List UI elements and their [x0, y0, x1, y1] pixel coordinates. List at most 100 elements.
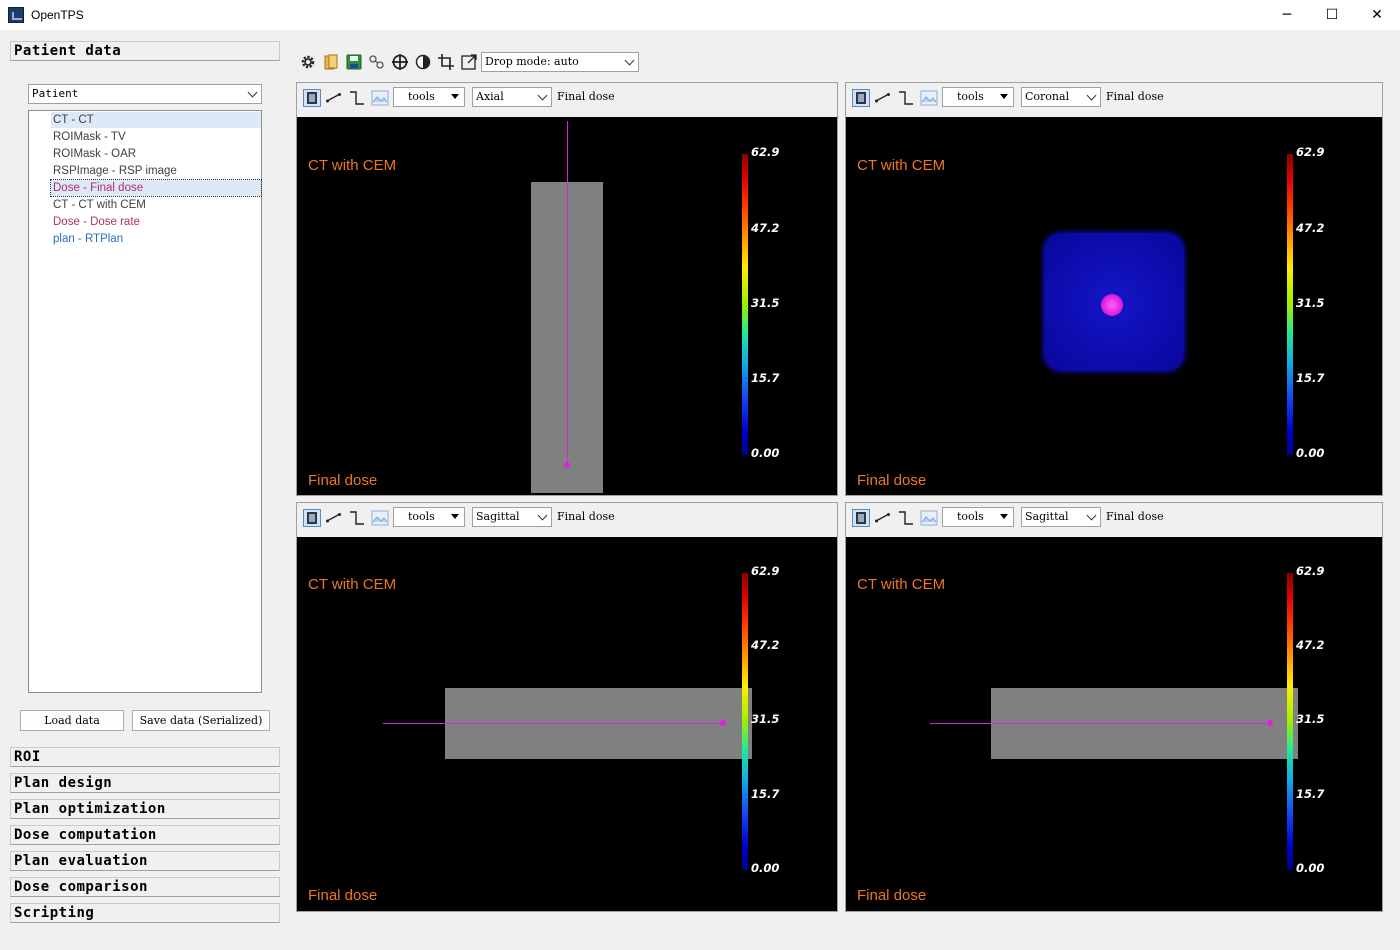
section-scripting[interactable]: Scripting [10, 903, 280, 923]
viewer-top-right[interactable]: tools Coronal Final dose CT with CEM Fin… [845, 82, 1383, 496]
dose-colorbar [1287, 573, 1293, 870]
list-item-ct[interactable]: CT - CT [51, 112, 261, 128]
top-overlay-label: CT with CEM [308, 576, 397, 593]
save-icon[interactable] [345, 53, 363, 71]
save-data-button[interactable]: Save data (Serialized) [132, 710, 270, 731]
bottom-overlay-label: Final dose [308, 472, 378, 489]
view-orientation-value: Sagittal [1025, 510, 1069, 523]
view-orientation-select[interactable]: Sagittal [1021, 507, 1101, 527]
viewer-canvas[interactable]: CT with CEM Final dose 62.9 47.2 31.5 15… [846, 537, 1382, 911]
view-orientation-select[interactable]: Sagittal [472, 507, 552, 527]
drop-mode-select[interactable]: Drop mode: auto [481, 52, 639, 72]
open-folder-icon[interactable] [322, 53, 340, 71]
dropdown-arrow-icon [451, 514, 459, 519]
colorbar-tick-label: 47.2 [751, 638, 780, 652]
dropdown-arrow-icon [1000, 514, 1008, 519]
line-tool-icon[interactable] [325, 509, 343, 527]
tools-dropdown[interactable]: tools [393, 87, 465, 107]
image-view-icon[interactable] [303, 509, 321, 527]
view-orientation-select[interactable]: Coronal [1021, 87, 1101, 107]
section-patient-data[interactable]: Patient data [10, 41, 280, 61]
viewer-canvas[interactable]: CT with CEM Final dose 62.9 47.2 31.5 15… [297, 117, 837, 495]
beam-line [930, 723, 1269, 724]
image-view-icon[interactable] [303, 89, 321, 107]
line-tool-icon[interactable] [325, 89, 343, 107]
minimize-button[interactable]: ─ [1282, 7, 1292, 23]
section-plan-evaluation[interactable]: Plan evaluation [10, 851, 280, 871]
link-icon[interactable] [368, 53, 386, 71]
viewer-canvas[interactable]: CT with CEM Final dose 62.9 47.2 31.5 15… [846, 117, 1382, 495]
profile-tool-icon[interactable] [348, 89, 366, 107]
viewer-bottom-left[interactable]: tools Sagittal Final dose CT with CEM Fi… [296, 502, 838, 912]
settings-icon[interactable] [299, 53, 317, 71]
window-icon[interactable] [460, 53, 478, 71]
viewer-toolbar: tools Sagittal Final dose [846, 503, 1382, 537]
image-icon[interactable] [920, 509, 938, 527]
profile-tool-icon[interactable] [348, 509, 366, 527]
title-bar: OpenTPS ─ ☐ ✕ [0, 0, 1400, 30]
colorbar-tick-label: 62.9 [1296, 145, 1325, 159]
colorbar-tick-label: 31.5 [1296, 296, 1325, 310]
profile-tool-icon[interactable] [897, 509, 915, 527]
list-item-ct-with-cem[interactable]: CT - CT with CEM [53, 199, 146, 211]
close-button[interactable]: ✕ [1371, 7, 1383, 23]
image-icon[interactable] [920, 89, 938, 107]
colorbar-tick-label: 15.7 [751, 787, 780, 801]
section-plan-optimization[interactable]: Plan optimization [10, 799, 280, 819]
tools-dropdown-value: tools [408, 510, 435, 523]
line-tool-icon[interactable] [874, 89, 892, 107]
colorbar-tick-label: 62.9 [751, 145, 780, 159]
viewer-top-left[interactable]: tools Axial Final dose CT with CEM Final… [296, 82, 838, 496]
crop-icon[interactable] [437, 53, 455, 71]
colorbar-tick-label: 47.2 [1296, 221, 1325, 235]
dose-colorbar [742, 573, 748, 870]
tools-dropdown[interactable]: tools [393, 507, 465, 527]
tools-dropdown[interactable]: tools [942, 507, 1014, 527]
chevron-down-icon [537, 90, 548, 101]
image-icon[interactable] [371, 89, 389, 107]
patient-data-list[interactable]: CT - CT ROIMask - TV ROIMask - OAR RSPIm… [28, 110, 262, 693]
profile-tool-icon[interactable] [897, 89, 915, 107]
beam-spot [1267, 720, 1273, 726]
section-dose-comparison[interactable]: Dose comparison [10, 877, 280, 897]
bottom-overlay-label: Final dose [308, 887, 378, 904]
bottom-overlay-label: Final dose [857, 472, 927, 489]
viewer-toolbar: tools Sagittal Final dose [297, 503, 837, 537]
colorbar-tick-label: 31.5 [751, 712, 780, 726]
beam-line [383, 723, 723, 724]
view-orientation-select[interactable]: Axial [472, 87, 552, 107]
list-item-rsp-image[interactable]: RSPImage - RSP image [53, 165, 177, 177]
chevron-down-icon [537, 510, 548, 521]
tools-dropdown[interactable]: tools [942, 87, 1014, 107]
list-item-roimask-tv[interactable]: ROIMask - TV [53, 131, 126, 143]
section-plan-design[interactable]: Plan design [10, 773, 280, 793]
section-roi[interactable]: ROI [10, 747, 280, 767]
viewer-image-label: Final dose [557, 90, 615, 103]
chevron-down-icon [1086, 90, 1097, 101]
maximize-button[interactable]: ☐ [1325, 7, 1339, 23]
list-item-roimask-oar[interactable]: ROIMask - OAR [53, 148, 137, 160]
load-data-button[interactable]: Load data [20, 710, 124, 731]
viewer-bottom-right[interactable]: tools Sagittal Final dose CT with CEM Fi… [845, 502, 1383, 912]
list-item-final-dose[interactable]: Dose - Final dose [50, 179, 262, 197]
dose-colorbar [1287, 154, 1293, 455]
image-view-icon[interactable] [852, 89, 870, 107]
crosshair-icon[interactable] [391, 53, 409, 71]
section-dose-computation[interactable]: Dose computation [10, 825, 280, 845]
beam-spot [720, 720, 726, 726]
tools-dropdown-value: tools [957, 510, 984, 523]
line-tool-icon[interactable] [874, 509, 892, 527]
contrast-icon[interactable] [414, 53, 432, 71]
image-view-icon[interactable] [852, 509, 870, 527]
view-orientation-value: Axial [476, 90, 504, 103]
tools-dropdown-value: tools [408, 90, 435, 103]
viewer-canvas[interactable]: CT with CEM Final dose 62.9 47.2 31.5 15… [297, 537, 837, 911]
list-item-rtplan[interactable]: plan - RTPlan [53, 233, 124, 245]
list-item-dose-rate[interactable]: Dose - Dose rate [53, 216, 140, 228]
dropdown-arrow-icon [1000, 94, 1008, 99]
colorbar-tick-label: 15.7 [1296, 787, 1325, 801]
colorbar-tick-label: 0.00 [751, 861, 780, 875]
image-icon[interactable] [371, 509, 389, 527]
patient-select[interactable]: Patient [28, 84, 262, 104]
